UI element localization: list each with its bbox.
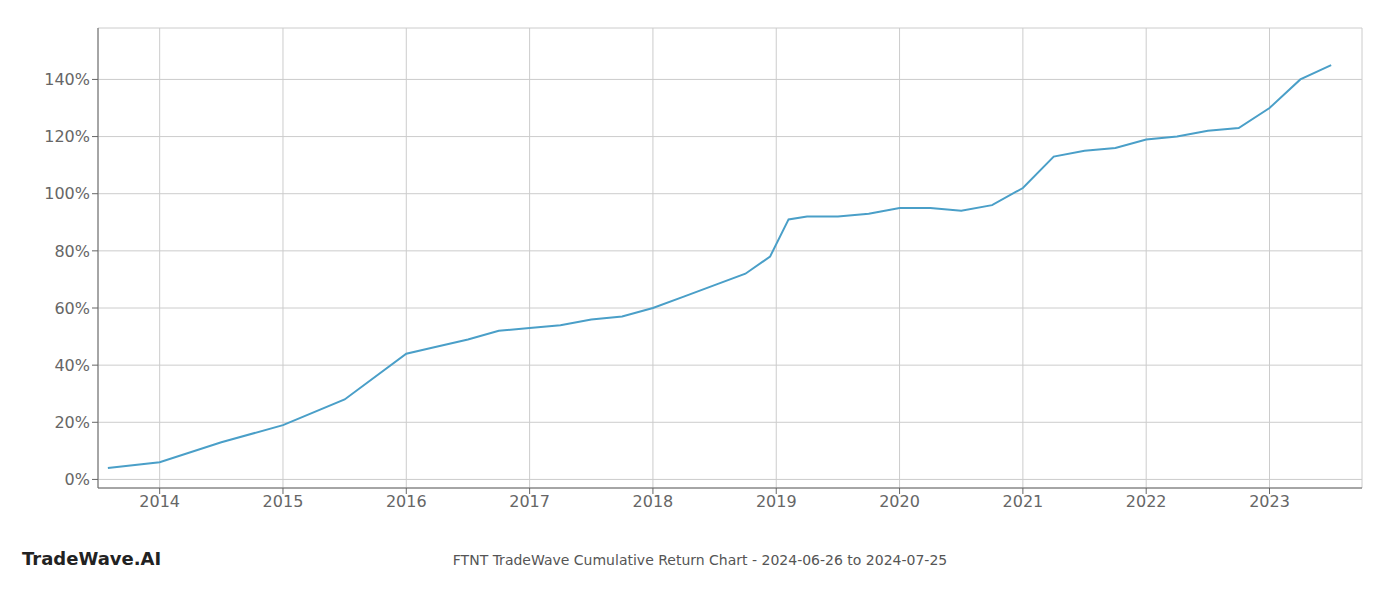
svg-text:140%: 140%	[44, 70, 90, 89]
svg-text:20%: 20%	[54, 413, 90, 432]
svg-text:2021: 2021	[1003, 492, 1044, 511]
svg-text:0%: 0%	[65, 470, 90, 489]
svg-text:2016: 2016	[386, 492, 427, 511]
svg-text:2019: 2019	[756, 492, 797, 511]
svg-text:2020: 2020	[879, 492, 920, 511]
html-text:FTNT TradeWave Cumulative Retu: FTNT TradeWave Cumulative Return Chart -…	[452, 552, 948, 568]
svg-text:2014: 2014	[139, 492, 180, 511]
svg-text:2017: 2017	[509, 492, 550, 511]
svg-text:2018: 2018	[633, 492, 674, 511]
svg-text:2015: 2015	[263, 492, 304, 511]
svg-text:40%: 40%	[54, 356, 90, 375]
svg-text:60%: 60%	[54, 299, 90, 318]
svg-text:2022: 2022	[1126, 492, 1167, 511]
html-text:TradeWave.AI: TradeWave.AI	[22, 548, 162, 569]
svg-text:80%: 80%	[54, 242, 90, 261]
svg-text:100%: 100%	[44, 184, 90, 203]
svg-text:120%: 120%	[44, 127, 90, 146]
svg-text:2023: 2023	[1249, 492, 1290, 511]
